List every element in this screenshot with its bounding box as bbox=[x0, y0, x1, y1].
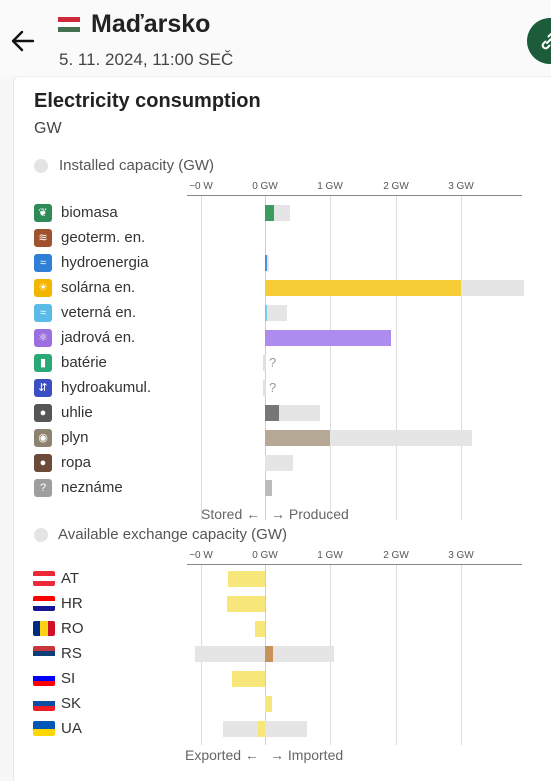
exchange-row-label: UA bbox=[61, 720, 82, 737]
axis-tick-label: ~0 W bbox=[189, 550, 213, 561]
exchange-flow-bar[interactable] bbox=[232, 671, 265, 687]
production-row-label: solárna en. bbox=[61, 279, 136, 296]
imported-label: → Imported bbox=[270, 747, 344, 763]
axis-tick-label: 2 GW bbox=[383, 550, 409, 561]
capacity-bar bbox=[265, 305, 287, 321]
production-row-label: ropa bbox=[61, 454, 92, 471]
production-bar[interactable] bbox=[265, 255, 267, 271]
exported-label: Exported ← bbox=[185, 747, 259, 763]
exchange-flow-bar[interactable] bbox=[227, 596, 265, 612]
exchange-row-label: SK bbox=[61, 695, 82, 712]
axis-tick-label: 1 GW bbox=[317, 181, 343, 192]
croatia-flag-icon bbox=[33, 596, 55, 611]
exchange-row-label: SI bbox=[61, 670, 76, 687]
production-row-label: plyn bbox=[61, 429, 89, 446]
slovakia-flag-icon bbox=[33, 696, 55, 711]
battery-icon: ▮ bbox=[34, 354, 52, 372]
exchange-flow-bar[interactable] bbox=[228, 571, 265, 587]
unknown-stub bbox=[263, 380, 266, 396]
production-row-label: biomasa bbox=[61, 204, 118, 221]
unknown-stub bbox=[263, 355, 266, 371]
austria-flag-icon bbox=[33, 571, 55, 586]
production-bar[interactable] bbox=[265, 480, 272, 496]
grid-line bbox=[396, 196, 397, 520]
production-row-label: hydroakumul. bbox=[61, 379, 152, 396]
exchange-row-label: AT bbox=[61, 570, 80, 587]
production-bar[interactable] bbox=[265, 405, 280, 421]
production-row-label: jadrová en. bbox=[61, 329, 136, 346]
card-title: Electricity consumption bbox=[34, 90, 261, 112]
production-bar[interactable] bbox=[265, 330, 392, 346]
sun-icon: ☀ bbox=[34, 279, 52, 297]
production-row-label: geoterm. en. bbox=[61, 229, 146, 246]
installed-capacity-label: Installed capacity (GW) bbox=[59, 157, 215, 174]
zone-name: Maďarsko bbox=[91, 10, 211, 38]
exchange-row-label: RS bbox=[61, 645, 82, 662]
production-row-label: neznáme bbox=[61, 479, 123, 496]
unknown-value-marker: ? bbox=[269, 380, 277, 395]
heat-waves-icon: ≋ bbox=[34, 229, 52, 247]
water-waves-icon: ≈ bbox=[34, 254, 52, 272]
production-bar[interactable] bbox=[265, 430, 330, 446]
question-icon: ? bbox=[34, 479, 52, 497]
exchange-row-label: RO bbox=[61, 620, 84, 637]
axis-tick-label: 1 GW bbox=[317, 550, 343, 561]
exchange-capacity-bar bbox=[222, 721, 308, 737]
coal-icon: ● bbox=[34, 404, 52, 422]
production-row-label: uhlie bbox=[61, 404, 93, 421]
wind-icon: ≈ bbox=[34, 304, 52, 322]
axis-tick-label: 3 GW bbox=[448, 181, 474, 192]
production-bar[interactable] bbox=[265, 205, 275, 221]
back-arrow-icon[interactable] bbox=[8, 26, 38, 56]
exchange-row-label: HR bbox=[61, 595, 83, 612]
datetime: 5. 11. 2024, 11:00 SEČ bbox=[59, 50, 234, 69]
grid-line bbox=[201, 196, 202, 520]
ukraine-flag-icon bbox=[33, 721, 55, 736]
zone-header: Maďarsko 5. 11. 2024, 11:00 SEČ bbox=[0, 0, 551, 76]
production-bar[interactable] bbox=[265, 305, 267, 321]
exchange-flow-bar[interactable] bbox=[265, 646, 273, 662]
production-bar[interactable] bbox=[265, 280, 461, 296]
link-icon bbox=[541, 32, 551, 50]
exchange-flow-bar[interactable] bbox=[258, 721, 265, 737]
axis-line bbox=[187, 564, 522, 565]
romania-flag-icon bbox=[33, 621, 55, 636]
axis-tick-label: 0 GW bbox=[252, 181, 278, 192]
pumped-storage-icon: ⇵ bbox=[34, 379, 52, 397]
grid-line bbox=[461, 565, 462, 745]
exchange-capacity-toggle[interactable] bbox=[34, 528, 48, 542]
card-unit: GW bbox=[34, 120, 62, 137]
exchange-capacity-bar bbox=[195, 646, 334, 662]
serbia-flag-icon bbox=[33, 646, 55, 661]
axis-tick-label: 3 GW bbox=[448, 550, 474, 561]
production-row-label: batérie bbox=[61, 354, 107, 371]
gas-flame-icon: ◉ bbox=[34, 429, 52, 447]
axis-line bbox=[187, 195, 522, 196]
grid-line bbox=[461, 196, 462, 520]
grid-line bbox=[396, 565, 397, 745]
exchange-flow-bar[interactable] bbox=[265, 696, 272, 712]
axis-tick-label: 0 GW bbox=[252, 550, 278, 561]
exchange-capacity-label: Available exchange capacity (GW) bbox=[58, 526, 287, 543]
share-link-button[interactable] bbox=[527, 18, 551, 64]
hungary-flag-icon bbox=[58, 17, 80, 32]
capacity-bar bbox=[265, 455, 294, 471]
stored-label: Stored ← bbox=[201, 506, 261, 522]
atom-icon: ⚛ bbox=[34, 329, 52, 347]
production-row-label: hydroenergia bbox=[61, 254, 149, 271]
unknown-value-marker: ? bbox=[269, 355, 277, 370]
axis-tick-label: 2 GW bbox=[383, 181, 409, 192]
exchange-flow-bar[interactable] bbox=[255, 621, 265, 637]
oil-drop-icon: ● bbox=[34, 454, 52, 472]
axis-tick-label: ~0 W bbox=[189, 181, 213, 192]
leaf-icon: ❦ bbox=[34, 204, 52, 222]
production-row-label: veterná en. bbox=[61, 304, 137, 321]
slovenia-flag-icon bbox=[33, 671, 55, 686]
produced-label: → Produced bbox=[271, 506, 349, 522]
grid-line bbox=[330, 196, 331, 520]
installed-capacity-toggle[interactable] bbox=[34, 159, 48, 173]
